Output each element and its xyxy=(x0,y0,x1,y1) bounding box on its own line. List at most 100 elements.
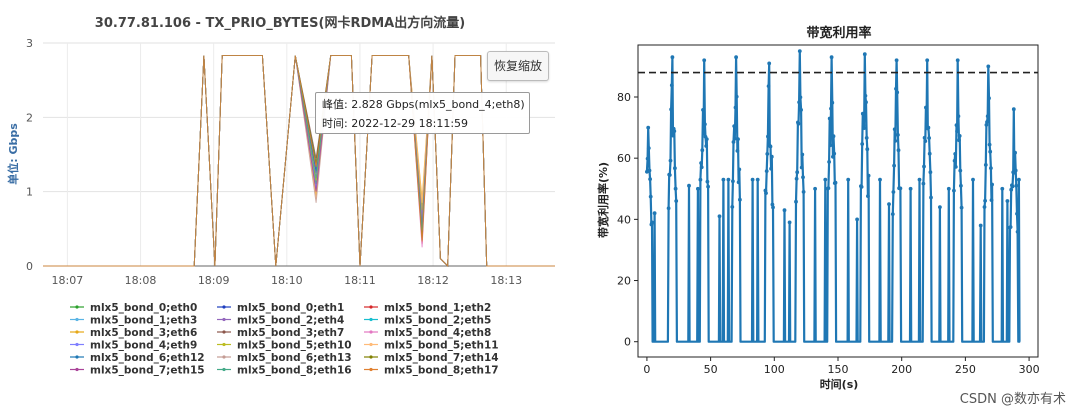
series-line xyxy=(43,55,555,268)
data-point xyxy=(767,61,772,66)
data-point xyxy=(734,94,739,99)
legend-marker xyxy=(369,355,373,359)
x-tick-label: 50 xyxy=(704,363,718,376)
data-point xyxy=(735,149,740,153)
data-point xyxy=(859,185,864,189)
legend-item[interactable]: mlx5_bond_8;eth17 xyxy=(364,365,499,377)
data-point xyxy=(826,186,831,191)
legend-item[interactable]: mlx5_bond_2;eth4 xyxy=(217,315,344,327)
data-point xyxy=(1015,211,1019,216)
data-point xyxy=(894,86,898,91)
data-point xyxy=(938,205,942,210)
legend-label: mlx5_bond_7;eth14 xyxy=(384,352,499,364)
y-tick-label: 2 xyxy=(26,111,33,124)
data-point xyxy=(895,90,900,95)
legend-item[interactable]: mlx5_bond_3;eth7 xyxy=(217,327,344,339)
data-point xyxy=(769,154,774,159)
data-point xyxy=(878,177,882,182)
legend-item[interactable]: mlx5_bond_2;eth5 xyxy=(364,315,491,327)
legend-item[interactable]: mlx5_bond_7;eth14 xyxy=(364,352,499,364)
legend-item[interactable]: mlx5_bond_0;eth1 xyxy=(217,302,344,314)
x-tick-label: 0 xyxy=(643,363,650,376)
legend-marker xyxy=(222,305,226,309)
data-point xyxy=(927,151,932,156)
data-point xyxy=(798,95,803,100)
data-point xyxy=(673,186,678,191)
x-tick-label: 18:12 xyxy=(417,274,449,287)
series-line xyxy=(43,55,555,268)
legend-item[interactable]: mlx5_bond_4;eth8 xyxy=(364,327,491,339)
data-point xyxy=(796,121,801,126)
data-point xyxy=(648,177,652,182)
series-line xyxy=(43,55,555,268)
restore-zoom-button[interactable]: 恢复缩放 xyxy=(487,51,549,81)
legend-item[interactable]: mlx5_bond_3;eth6 xyxy=(70,327,197,339)
data-point xyxy=(750,177,755,182)
legend-item[interactable]: mlx5_bond_5;eth10 xyxy=(217,340,352,352)
series-line xyxy=(43,55,555,268)
x-axis-label: 时间(s) xyxy=(820,377,859,391)
legend-label: mlx5_bond_8;eth17 xyxy=(384,365,499,377)
data-point xyxy=(846,177,851,182)
legend-item[interactable]: mlx5_bond_6;eth13 xyxy=(217,352,352,364)
legend-item[interactable]: mlx5_bond_1;eth3 xyxy=(70,315,197,327)
legend-label: mlx5_bond_5;eth10 xyxy=(237,340,352,352)
data-point xyxy=(731,140,736,144)
data-point xyxy=(736,137,740,142)
series-line xyxy=(43,55,555,268)
data-point xyxy=(958,168,963,173)
data-point xyxy=(986,64,991,69)
data-point xyxy=(734,55,738,60)
data-point xyxy=(669,83,674,88)
data-point xyxy=(648,194,653,199)
data-point xyxy=(984,123,989,127)
data-point xyxy=(922,164,926,169)
data-point xyxy=(704,144,709,148)
legend-label: mlx5_bond_6;eth13 xyxy=(237,352,352,364)
x-tick-label: 18:07 xyxy=(52,274,84,287)
data-point xyxy=(860,142,865,146)
data-point xyxy=(831,154,835,159)
data-point xyxy=(832,151,837,156)
legend-marker xyxy=(75,317,79,322)
y-tick-label: 0 xyxy=(26,260,33,273)
legend-label: mlx5_bond_3;eth6 xyxy=(90,327,197,339)
tooltip-peak: 峰值: 2.828 Gbps(mlx5_bond_4;eth8) xyxy=(322,98,525,111)
series-line xyxy=(43,55,555,268)
x-tick-label: 300 xyxy=(1019,363,1040,376)
data-point xyxy=(908,186,913,191)
y-tick-label: 80 xyxy=(617,91,631,104)
data-point xyxy=(983,163,988,167)
x-tick-label: 18:08 xyxy=(125,274,157,287)
legend-item[interactable]: mlx5_bond_5;eth11 xyxy=(364,340,499,352)
traffic-chart: 30.77.81.106 - TX_PRIO_BYTES(网卡RDMA出方向流量… xyxy=(6,15,555,377)
data-point xyxy=(733,105,738,110)
series-line xyxy=(43,55,555,268)
x-tick-label: 18:10 xyxy=(271,274,303,287)
legend-item[interactable]: mlx5_bond_4;eth9 xyxy=(70,340,197,352)
legend-item[interactable]: mlx5_bond_1;eth2 xyxy=(364,302,491,314)
data-point xyxy=(922,135,927,140)
legend-item[interactable]: mlx5_bond_7;eth15 xyxy=(70,365,205,377)
data-point xyxy=(766,134,770,139)
data-point xyxy=(717,214,722,219)
data-point xyxy=(699,165,704,170)
data-point xyxy=(765,152,770,156)
legend-item[interactable]: mlx5_bond_8;eth16 xyxy=(217,365,352,377)
data-point xyxy=(985,114,990,119)
data-point xyxy=(926,125,931,130)
legend-item[interactable]: mlx5_bond_0;eth0 xyxy=(70,302,197,314)
peak-tooltip: 峰值: 2.828 Gbps(mlx5_bond_4;eth8) 时间: 202… xyxy=(315,92,530,134)
data-point xyxy=(782,208,787,213)
data-point xyxy=(652,211,657,216)
legend-label: mlx5_bond_4;eth8 xyxy=(384,327,491,339)
y-axis-label: 单位: Gbps xyxy=(6,123,20,185)
legend[interactable]: mlx5_bond_0;eth0 mlx5_bond_0;eth1 mlx5_bon… xyxy=(70,302,499,377)
legend-item[interactable]: mlx5_bond_6;eth12 xyxy=(70,352,205,364)
data-point xyxy=(863,93,868,98)
data-point xyxy=(738,197,742,202)
data-point xyxy=(771,205,775,210)
data-point xyxy=(828,143,833,148)
data-point xyxy=(721,177,726,182)
data-point xyxy=(985,120,989,124)
